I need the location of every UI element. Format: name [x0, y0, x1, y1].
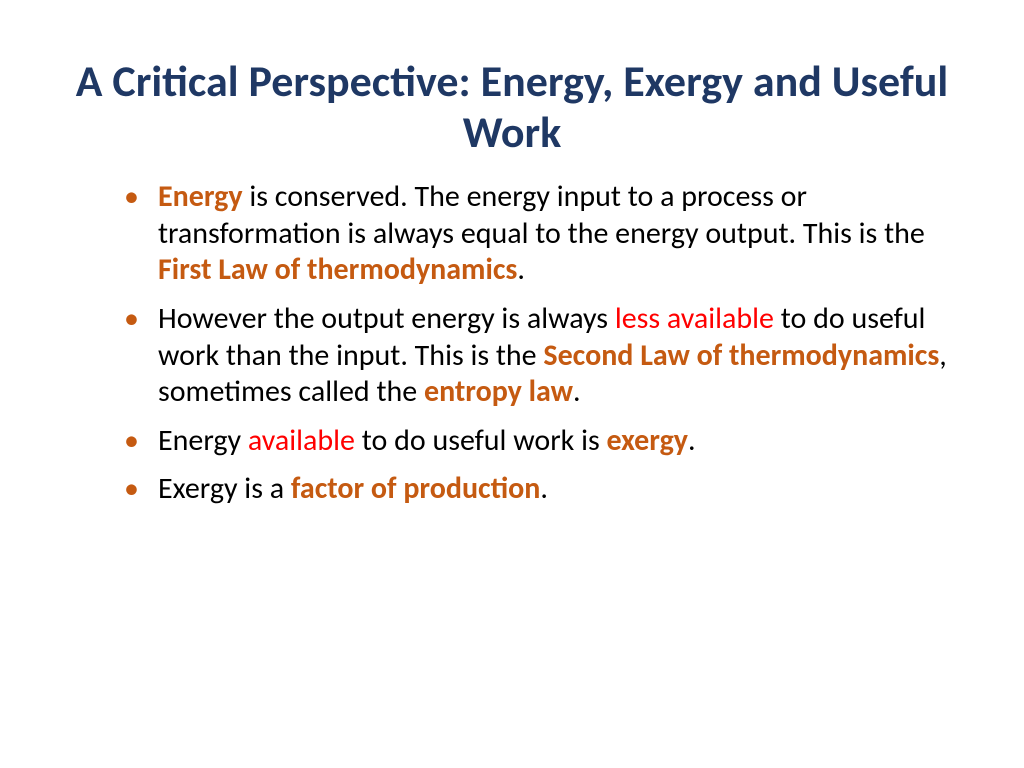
- text-run: .: [573, 373, 581, 410]
- text-run: Second Law of thermodynamics: [543, 337, 939, 374]
- text-run: First Law of thermodynamics: [158, 251, 517, 288]
- bullet-list: Energy is conserved. The energy input to…: [64, 179, 960, 508]
- text-run: to do useful work is: [355, 422, 607, 459]
- text-run: less available: [615, 300, 774, 337]
- text-run: .: [517, 251, 525, 288]
- bullet-item: However the output energy is always less…: [124, 301, 960, 411]
- slide-title: A Critical Perspective: Energy, Exergy a…: [64, 56, 960, 157]
- text-run: .: [688, 422, 696, 459]
- text-run: available: [248, 422, 355, 459]
- text-run: However the output energy is always: [158, 300, 615, 337]
- bullet-item: Energy available to do useful work is ex…: [124, 423, 960, 460]
- text-run: Exergy is a: [158, 470, 291, 507]
- text-run: .: [540, 470, 548, 507]
- text-run: Energy: [158, 178, 243, 215]
- bullet-item: Energy is conserved. The energy input to…: [124, 179, 960, 289]
- text-run: Energy: [158, 422, 248, 459]
- text-run: is conserved. The energy input to a proc…: [158, 178, 925, 252]
- text-run: exergy: [606, 422, 688, 459]
- text-run: entropy law: [424, 373, 573, 410]
- text-run: factor of production: [291, 470, 541, 507]
- bullet-item: Exergy is a factor of production.: [124, 471, 960, 508]
